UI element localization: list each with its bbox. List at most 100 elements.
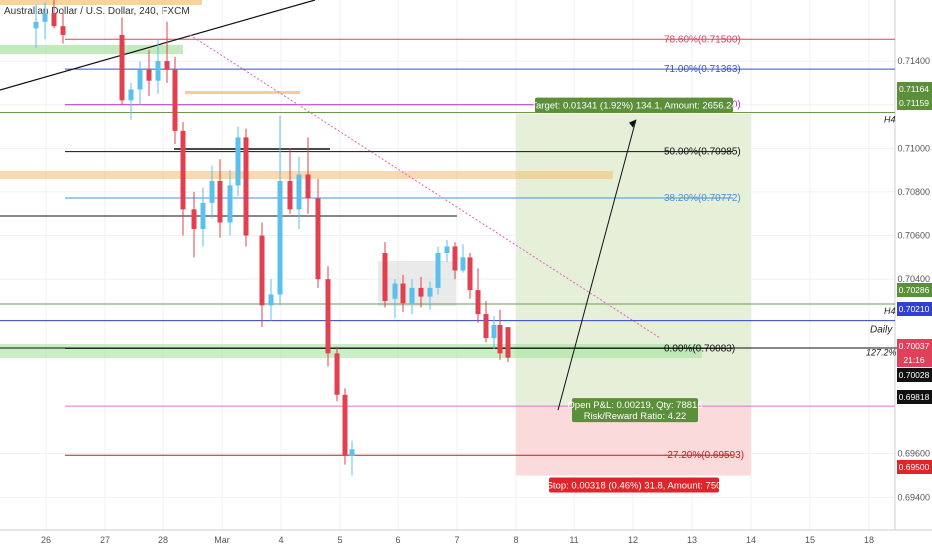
price-badge-bg — [897, 368, 932, 382]
candle-body — [435, 253, 441, 288]
price-badge-label: 0.71159 — [899, 98, 929, 108]
resistance-zone-small — [185, 91, 300, 94]
price-badge-bg — [897, 460, 932, 474]
time-tick-label: 27 — [100, 535, 110, 545]
time-tick-label: 6 — [395, 535, 400, 545]
fib-label: 78.60%(0.71500) — [664, 34, 741, 45]
price-badge-bg — [897, 390, 932, 404]
candle-body — [243, 137, 249, 236]
candle-body — [119, 34, 125, 101]
support-zone-upper — [0, 45, 183, 54]
target-badge-bg — [535, 97, 733, 113]
candle-body — [325, 279, 331, 354]
risk-reward-text: Risk/Reward Ratio: 4.22 — [584, 411, 686, 422]
price-tick-label: 0.70600 — [897, 231, 930, 241]
target-badge-text: Target: 0.01341 (1.92%) 134.1, Amount: 2… — [531, 101, 736, 112]
candle-body — [452, 246, 458, 271]
candle-body — [460, 257, 466, 271]
candle-body — [60, 26, 66, 35]
stop-badge-bg — [549, 477, 719, 493]
fib-label: -27.20%(0.69593) — [664, 450, 744, 461]
candle-body — [334, 353, 340, 395]
candle-body — [268, 294, 274, 306]
fib-label: 50.00%(0.70985) — [664, 147, 741, 158]
candle-body — [180, 130, 186, 210]
candle-body — [467, 257, 473, 291]
candle-body — [209, 181, 215, 203]
candle-body — [164, 61, 170, 70]
time-tick-label: 15 — [805, 535, 815, 545]
open-pnl-text: Open P&L: 0.00219, Qty: 78816 — [567, 400, 702, 411]
candle-body — [277, 181, 283, 295]
price-badge-bg — [897, 353, 932, 367]
candle-body — [315, 198, 321, 280]
price-tick-label: 0.71400 — [897, 56, 930, 66]
consolidation-box — [378, 261, 456, 306]
candle-body — [51, 13, 57, 27]
candle-body — [217, 181, 223, 223]
price-axis: 0.714000.712000.710000.708000.706000.704… — [897, 56, 930, 502]
candle-body — [491, 324, 497, 339]
time-tick-label: 18 — [864, 535, 874, 545]
candle-body — [42, 13, 48, 22]
symbol-name: Australian Dollar / U.S. Dollar — [4, 6, 134, 17]
candles — [33, 0, 511, 476]
time-tick-label: 4 — [278, 535, 283, 545]
time-axis: 26 27 28 Mar 4 5 6 7 8 11 12 13 14 15 18 — [41, 535, 874, 545]
fib-label: 0.00%(0.70083) — [664, 343, 735, 354]
open-pnl-bg — [572, 398, 698, 423]
time-tick-label: 28 — [158, 535, 168, 545]
price-badge-label: 0.70037 — [899, 341, 930, 351]
exchange-label: FXCM — [161, 6, 190, 17]
candle-body — [137, 69, 143, 90]
price-badge-label: 0.71164 — [899, 84, 929, 94]
candle-body — [33, 21, 39, 29]
candle-body — [155, 61, 161, 81]
candle-body — [235, 137, 241, 186]
candle-body — [475, 290, 481, 315]
pink-trend-line — [189, 34, 661, 339]
reference-label: H4 — [884, 306, 896, 316]
candle-body — [392, 283, 398, 299]
price-badge-label: 0.70286 — [899, 285, 930, 295]
candle-body — [497, 324, 503, 354]
price-badge-label: 0.70210 — [899, 304, 930, 314]
candle-body — [483, 314, 489, 339]
price-tick-label: 0.71000 — [897, 143, 930, 153]
time-tick-label: 7 — [454, 535, 459, 545]
candle-body — [349, 449, 355, 456]
reference-label: Daily — [870, 325, 893, 336]
time-tick-label: Mar — [214, 535, 230, 545]
target-badge: Target: 0.01341 (1.92%) 134.1, Amount: 2… — [531, 97, 737, 113]
time-tick-label: 5 — [337, 535, 342, 545]
candle-body — [259, 235, 265, 306]
candle-body — [505, 327, 511, 358]
price-tick-label: 0.69400 — [897, 492, 930, 502]
price-tick-label: 0.70800 — [897, 187, 930, 197]
price-tick-label: 0.70400 — [897, 274, 930, 284]
fib-levels: 78.60%(0.71500)71.00%(0.71363)61.80%(0.7… — [65, 34, 895, 461]
candle-body — [444, 246, 450, 254]
candle-body — [287, 181, 293, 210]
candle-body — [296, 174, 302, 210]
candle-body — [400, 283, 406, 304]
time-tick-label: 12 — [628, 535, 638, 545]
time-tick-label: 14 — [746, 535, 756, 545]
stop-badge-text: Stop: 0.00318 (0.46%) 31.8, Amount: 750 — [547, 480, 722, 491]
fib-label: 71.00%(0.71363) — [664, 64, 741, 75]
fib-label: 38.20%(0.70772) — [664, 193, 741, 204]
time-tick-label: 13 — [687, 535, 697, 545]
candle-body — [191, 209, 197, 230]
candle-body — [146, 69, 152, 81]
price-badges: 0.71164 0.71159 0.70286 0.70210 0.70037 21:16… — [897, 82, 932, 474]
price-badge-label: 0.69500 — [899, 462, 930, 472]
candle-body — [382, 253, 388, 301]
stop-badge: Stop: 0.00318 (0.46%) 31.8, Amount: 750 — [547, 477, 722, 493]
candle-body — [128, 89, 134, 101]
chart-title: Australian Dollar / U.S. Dollar, 240, FX… — [4, 6, 190, 17]
price-badge-bg — [897, 283, 932, 297]
price-badge-bg — [897, 302, 932, 316]
candle-body — [200, 202, 206, 230]
candle-body — [227, 185, 233, 223]
